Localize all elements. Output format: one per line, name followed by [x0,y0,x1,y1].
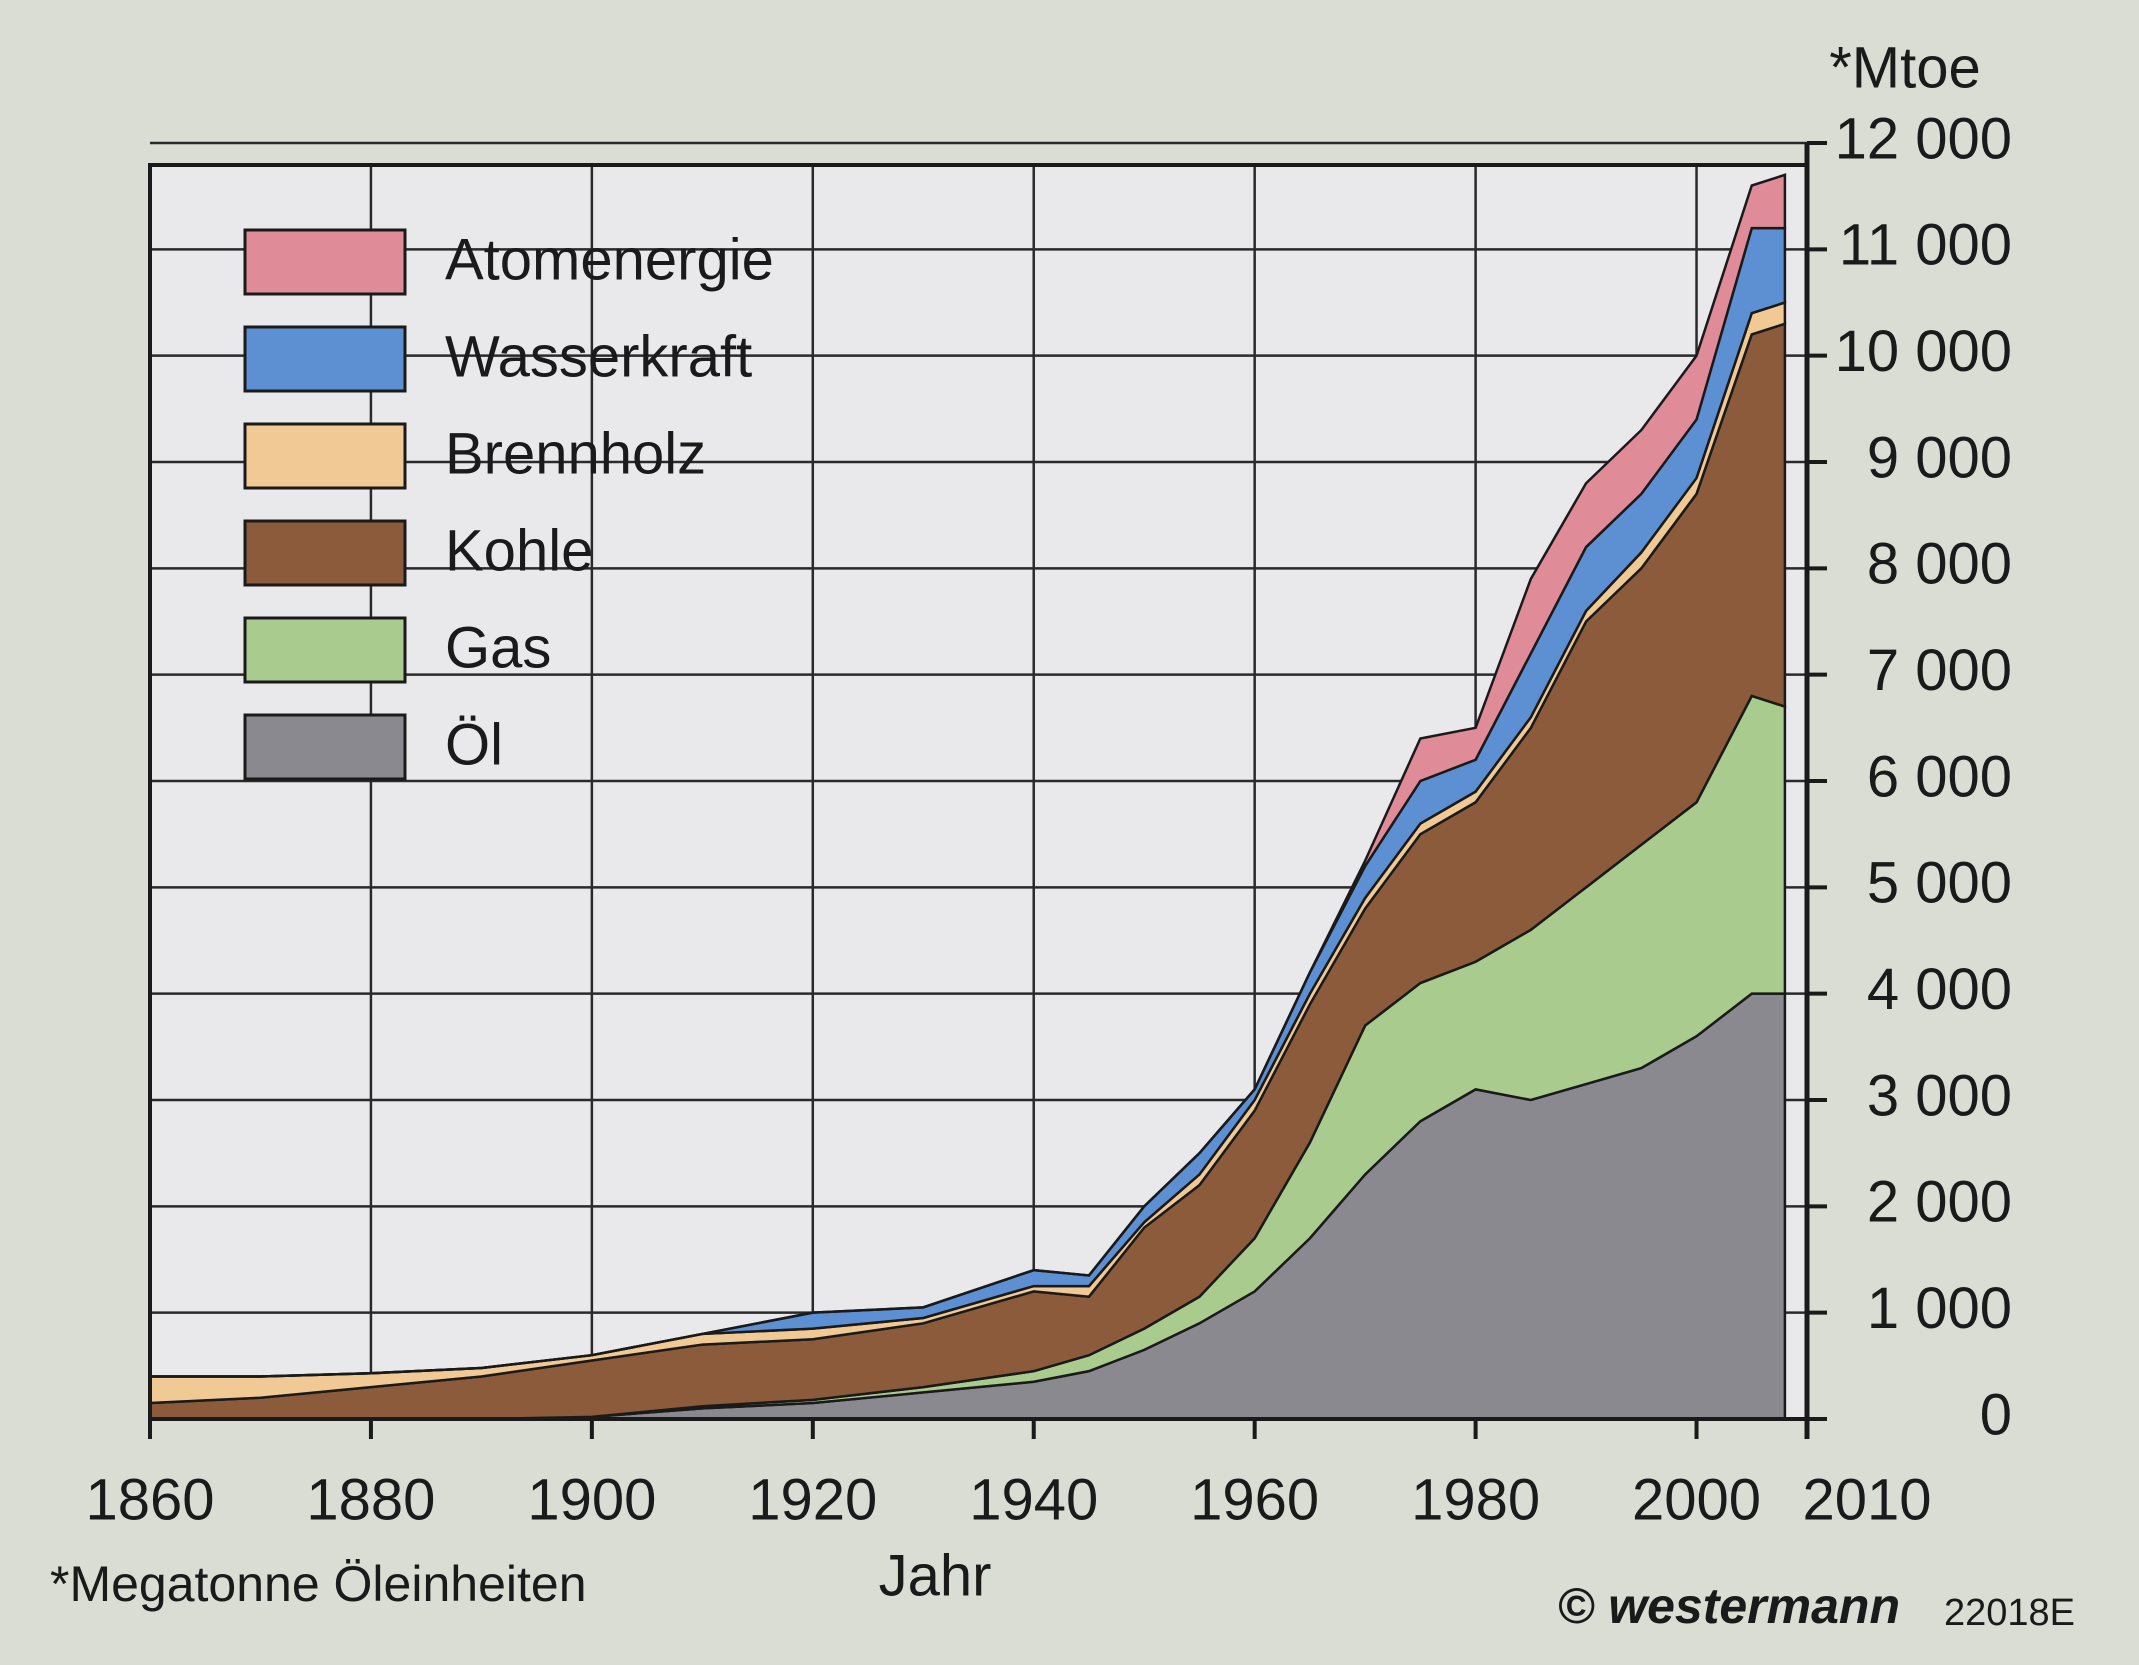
y-tick-label: 5 000 [1867,851,2012,916]
y-tick-label: 3 000 [1867,1063,2012,1128]
legend-label: Gas [445,615,551,680]
credit: © westermann [1557,1578,1900,1634]
x-tick-label: 1940 [969,1467,1098,1532]
y-tick-label: 10 000 [1835,319,2012,384]
legend-label: Atomenergie [445,227,774,292]
legend-swatch [243,713,407,781]
y-tick-label: 2 000 [1867,1170,2012,1235]
x-tick-label: 1960 [1190,1467,1319,1532]
y-tick-label: 9 000 [1867,425,2012,490]
legend-swatch [243,422,407,490]
legend-label: Kohle [445,518,593,583]
y-tick-label: 1 000 [1867,1276,2012,1341]
y-tick-label: 6 000 [1867,744,2012,809]
legend-swatch [243,228,407,296]
x-tick-label: 1980 [1411,1467,1540,1532]
y-tick-label: 7 000 [1867,638,2012,703]
y-tick-label: 8 000 [1867,532,2012,597]
y-axis-label: *Mtoe [1829,35,1981,100]
legend-swatch [243,616,407,684]
legend-label: Brennholz [445,421,706,486]
y-tick-label: 4 000 [1867,957,2012,1022]
x-tick-label: 1920 [748,1467,877,1532]
legend-label: Öl [445,712,503,777]
x-tick-label: 1880 [306,1467,435,1532]
y-tick-label: 11 000 [1839,213,2012,278]
legend-swatch [243,519,407,587]
y-tick-label: 12 000 [1835,106,2012,171]
code: 22018E [1944,1592,2075,1634]
x-tick-label: 2010 [1802,1467,1931,1532]
legend-swatch [243,325,407,393]
legend-label: Wasserkraft [445,324,752,389]
y-tick-label: 0 [1980,1382,2012,1447]
x-tick-label: 1900 [527,1467,656,1532]
x-tick-label: 1860 [85,1467,214,1532]
x-tick-label: 2000 [1632,1467,1761,1532]
area [150,173,1787,1378]
x-axis-label: Jahr [879,1543,992,1608]
footnote: *Megatonne Öleinheiten [50,1556,587,1612]
